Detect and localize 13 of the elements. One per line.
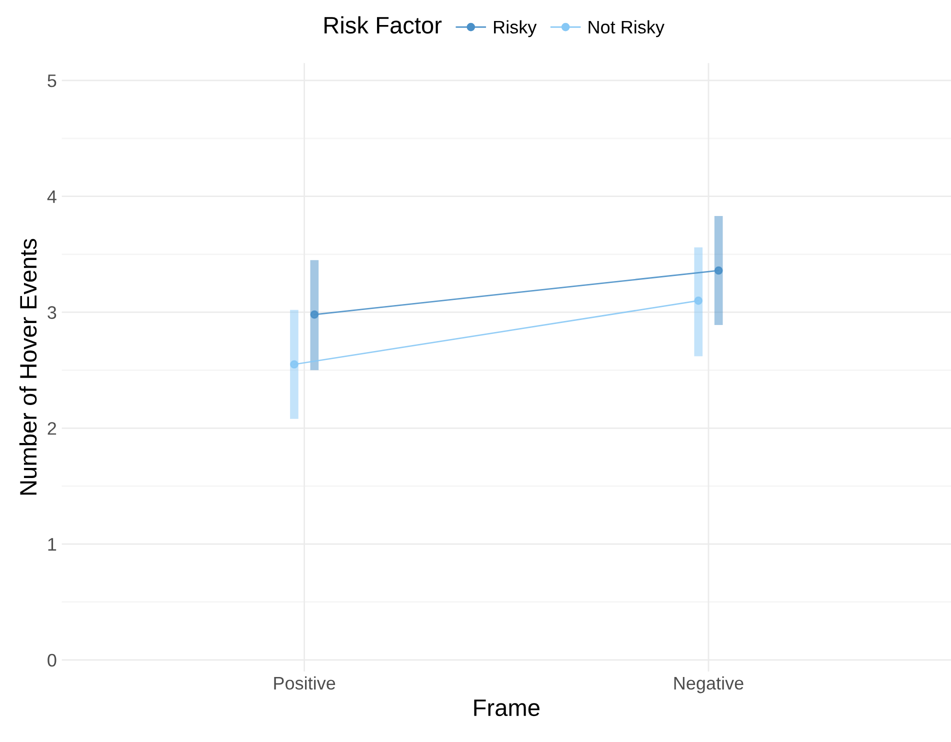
y-tick-label: 3 (48, 306, 56, 319)
x-tick-label: Positive (274, 676, 336, 690)
y-tick-label: 2 (48, 422, 56, 435)
x-tick-label: Negative (674, 676, 744, 694)
y-tick-label: 4 (47, 190, 56, 203)
y-axis-title: Number of Hover Events (19, 238, 37, 495)
y-tick-label: 1 (48, 538, 56, 551)
x-axis-title: Frame (474, 700, 540, 716)
y-tick-label: 5 (48, 74, 56, 88)
y-tick-label: 0 (48, 654, 56, 667)
legend-label: Not Risky (588, 20, 664, 38)
legend-label: Risky (494, 20, 537, 38)
legend-title: Risk Factor (324, 16, 442, 34)
